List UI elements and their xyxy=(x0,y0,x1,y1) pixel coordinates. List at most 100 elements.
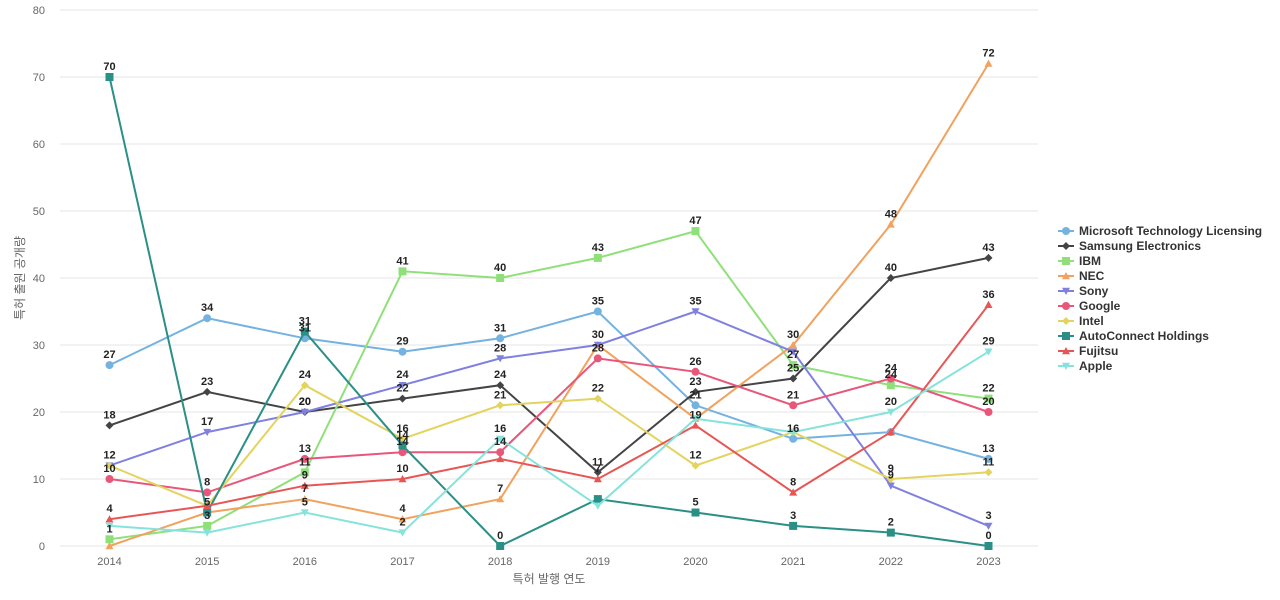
data-point xyxy=(203,488,212,497)
data-point xyxy=(203,508,212,517)
legend-item[interactable]: Google xyxy=(1058,299,1121,313)
data-label: 11 xyxy=(983,456,995,468)
data-label: 19 xyxy=(689,409,701,421)
legend-item[interactable]: AutoConnect Holdings xyxy=(1058,329,1209,343)
data-point xyxy=(886,381,895,390)
series-line xyxy=(109,229,989,541)
data-label: 21 xyxy=(689,389,701,401)
data-point xyxy=(300,481,309,489)
data-point xyxy=(398,394,407,403)
data-label: 41 xyxy=(396,255,408,267)
data-point xyxy=(496,435,505,443)
data-point xyxy=(105,461,114,470)
data-point xyxy=(300,381,309,390)
data-label: 5 xyxy=(302,497,308,509)
data-point xyxy=(496,355,505,363)
data-point xyxy=(203,521,212,530)
y-tick-label: 60 xyxy=(33,139,45,151)
data-label: 21 xyxy=(494,389,506,401)
data-label: 2 xyxy=(888,517,894,529)
series-fujitsu xyxy=(105,300,993,523)
legend-item[interactable]: Apple xyxy=(1058,359,1113,373)
legend-marker xyxy=(1062,257,1070,265)
x-tick-label: 2019 xyxy=(586,556,610,568)
x-tick-label: 2020 xyxy=(683,556,707,568)
data-point xyxy=(886,374,895,383)
y-axis-title: 특허 출원 공개량 xyxy=(13,236,27,320)
data-label: 70 xyxy=(103,61,115,73)
data-label: 7 xyxy=(497,483,503,495)
data-label: 16 xyxy=(494,423,506,435)
legend-label: Intel xyxy=(1079,314,1104,328)
series-line xyxy=(109,383,989,508)
data-label: 72 xyxy=(982,48,994,60)
data-label: 26 xyxy=(689,356,701,368)
legend-item[interactable]: IBM xyxy=(1058,254,1101,268)
data-label: 0 xyxy=(497,530,503,542)
data-point xyxy=(105,542,114,550)
data-point xyxy=(105,515,114,523)
series-line xyxy=(109,310,989,460)
data-label: 21 xyxy=(787,389,799,401)
data-point xyxy=(593,341,602,349)
data-point xyxy=(984,408,993,416)
data-label: 40 xyxy=(494,262,506,274)
data-label: 14 xyxy=(396,436,409,448)
legend-label: Apple xyxy=(1079,359,1113,373)
legend-item[interactable]: Samsung Electronics xyxy=(1058,239,1201,253)
data-point xyxy=(593,468,602,477)
data-point xyxy=(789,488,798,496)
data-label: 1 xyxy=(106,523,112,535)
data-point xyxy=(398,347,407,356)
series-line xyxy=(109,256,989,474)
series-line xyxy=(109,63,990,547)
series-ibm xyxy=(105,227,993,544)
data-label: 7 xyxy=(595,463,601,475)
data-point xyxy=(593,354,602,363)
legend-marker xyxy=(1062,272,1070,280)
data-label: 9 xyxy=(888,470,894,482)
data-point xyxy=(789,341,798,349)
x-tick-label: 2018 xyxy=(488,556,512,568)
data-label: 24 xyxy=(885,363,898,375)
data-point xyxy=(398,441,407,450)
legend-marker xyxy=(1062,242,1070,250)
data-point xyxy=(593,495,602,504)
data-label: 24 xyxy=(494,369,507,381)
legend-marker xyxy=(1062,287,1070,295)
data-label: 31 xyxy=(299,322,311,334)
data-label: 34 xyxy=(201,302,214,314)
data-point xyxy=(691,415,700,423)
data-label: 8 xyxy=(204,476,210,488)
legend-item[interactable]: Fujitsu xyxy=(1058,344,1118,358)
data-label: 43 xyxy=(592,242,604,254)
data-point xyxy=(984,348,993,356)
legend-item[interactable]: Intel xyxy=(1058,314,1104,328)
data-label: 31 xyxy=(299,316,311,328)
y-tick-label: 0 xyxy=(39,541,45,553)
series-autoconnect-holdings xyxy=(105,73,993,550)
data-label: 22 xyxy=(396,383,408,395)
data-label: 48 xyxy=(885,208,897,220)
data-point xyxy=(886,408,895,416)
legend-item[interactable]: Microsoft Technology Licensing xyxy=(1058,224,1262,238)
data-label: 13 xyxy=(299,443,311,455)
data-point xyxy=(300,468,309,477)
legend-item[interactable]: Sony xyxy=(1058,284,1109,298)
data-point xyxy=(886,482,895,490)
data-point xyxy=(496,401,505,410)
data-point xyxy=(300,454,309,463)
data-label: 4 xyxy=(399,503,406,515)
data-point xyxy=(691,227,700,236)
y-tick-label: 30 xyxy=(33,340,45,352)
data-point xyxy=(691,367,700,376)
y-tick-label: 20 xyxy=(33,407,45,419)
data-point xyxy=(398,448,407,457)
data-point xyxy=(105,475,114,483)
legend-marker xyxy=(1062,317,1070,325)
x-tick-label: 2022 xyxy=(879,556,903,568)
data-point xyxy=(398,515,407,523)
legend-item[interactable]: NEC xyxy=(1058,269,1105,283)
data-point xyxy=(691,421,700,429)
